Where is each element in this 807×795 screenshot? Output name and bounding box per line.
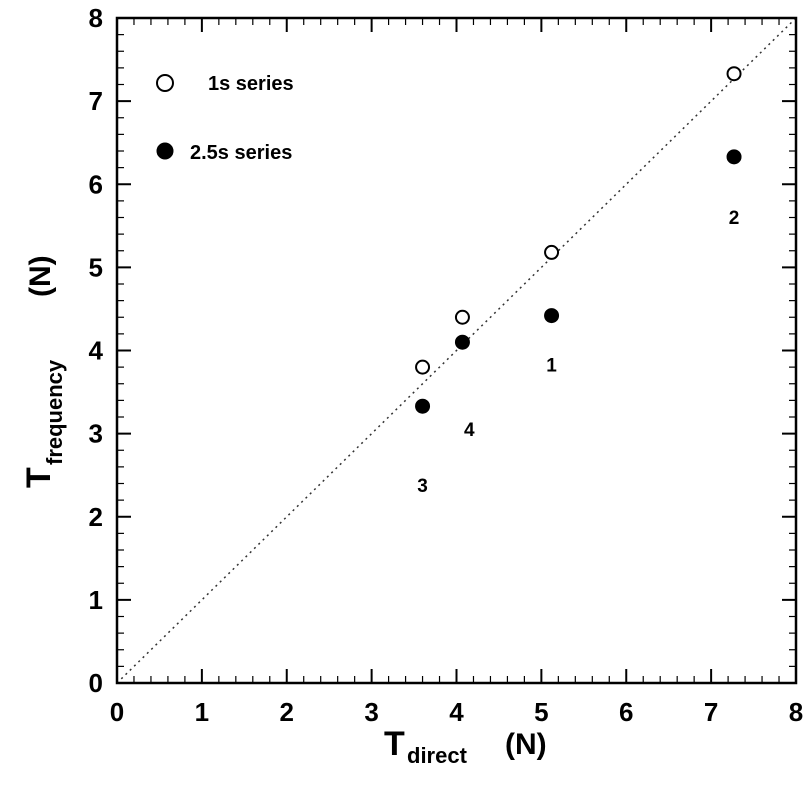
y-tick-label: 2 — [89, 502, 103, 532]
x-tick-label: 1 — [195, 697, 209, 727]
legend-marker-2.5s-series — [156, 142, 174, 160]
legend-label-2.5s-series: 2.5s series — [190, 142, 292, 164]
data-point-1s-series — [454, 309, 470, 325]
y-tick-label: 4 — [89, 336, 104, 366]
x-tick-label: 8 — [789, 697, 803, 727]
data-point-1s-series — [726, 66, 742, 82]
y-tick-label: 0 — [89, 668, 103, 698]
data-point-2.5s-series — [415, 398, 431, 414]
data-point-1s-series — [544, 244, 560, 260]
point-label: 1 — [546, 355, 557, 376]
y-tick-label: 1 — [89, 585, 103, 615]
x-tick-label: 2 — [280, 697, 294, 727]
data-point-2.5s-series — [544, 308, 560, 324]
y-tick-label: 8 — [89, 3, 103, 33]
point-label: 3 — [417, 476, 428, 497]
y-tick-label: 6 — [89, 169, 103, 199]
x-tick-label: 5 — [534, 697, 548, 727]
y-axis-title-main: T — [20, 467, 58, 488]
x-tick-label: 7 — [704, 697, 718, 727]
x-axis-title: T direct (N) — [384, 725, 547, 768]
point-label: 4 — [464, 420, 475, 441]
y-axis-title-unit: (N) — [24, 255, 57, 297]
data-point-2.5s-series — [726, 149, 742, 165]
y-tick-label: 7 — [89, 86, 103, 116]
y-tick-label: 3 — [89, 419, 103, 449]
y-tick-label: 5 — [89, 252, 103, 282]
data-point-1s-series — [415, 359, 431, 375]
x-axis-title-subscript: direct — [407, 743, 468, 768]
x-tick-label: 6 — [619, 697, 633, 727]
x-axis-title-main: T — [384, 725, 405, 763]
x-tick-label: 0 — [110, 697, 124, 727]
plot-area: 0 1 2 3 4 5 6 7 8 0 1 2 3 4 5 6 7 8 1 2 3 4 — [89, 3, 804, 727]
x-tick-label: 3 — [364, 697, 378, 727]
data-point-2.5s-series — [454, 334, 470, 350]
legend: 1s series 2.5s series — [156, 73, 294, 164]
y-axis-title: T frequency (N) — [20, 255, 67, 488]
point-label: 2 — [729, 208, 740, 229]
y-axis-title-subscript: frequency — [42, 359, 67, 465]
reference-line — [116, 17, 797, 684]
legend-label-1s-series: 1s series — [208, 73, 294, 95]
legend-marker-1s-series — [156, 74, 174, 92]
x-tick-label: 4 — [449, 697, 464, 727]
x-axis-title-unit: (N) — [505, 728, 547, 761]
